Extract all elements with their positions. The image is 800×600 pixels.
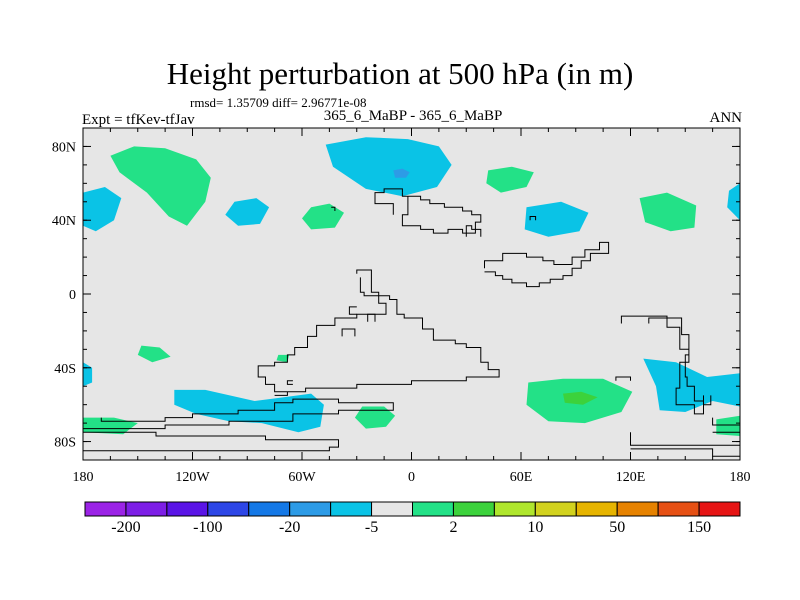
y-tick-label: 0 <box>69 288 76 303</box>
y-tick-label: 80N <box>52 140 76 155</box>
coastline-9 <box>83 431 339 452</box>
x-tick-label: 180 <box>73 470 94 485</box>
colorbar-label: -5 <box>365 519 378 536</box>
anomaly-region-7 <box>486 166 534 193</box>
colorbar-label: 10 <box>527 519 543 536</box>
colorbar-swatch <box>166 501 209 517</box>
colorbar-label: -200 <box>111 519 140 536</box>
colorbar-swatch <box>207 501 250 517</box>
coastline-2 <box>257 269 500 393</box>
x-tick-label: 120W <box>175 470 210 485</box>
coastline-16 <box>630 432 740 457</box>
anomaly-region-9 <box>639 192 697 232</box>
map-plot: 180 120W 60W 0 60E 120E 180 80N 40N 0 40S 80S <box>52 127 751 485</box>
coastline-21 <box>331 206 336 211</box>
y-tick-label: 40N <box>52 214 76 229</box>
anomaly-region-16 <box>354 406 396 429</box>
anomaly-region-19 <box>643 358 740 412</box>
anomaly-region-10 <box>727 183 740 221</box>
colorbar-swatch <box>289 501 332 517</box>
anomaly-region-12 <box>276 354 290 363</box>
anomaly-region-2 <box>83 187 122 232</box>
case-label: 365_6_MaBP - 365_6_MaBP <box>323 108 503 124</box>
colorbar-swatch <box>412 501 454 517</box>
colorbar-swatch <box>657 501 700 517</box>
x-tick-label: 60W <box>288 470 316 485</box>
colorbar-label: 150 <box>687 519 711 536</box>
coastline-6 <box>367 313 376 322</box>
coastline-3 <box>348 306 357 315</box>
coastline-5 <box>286 380 293 385</box>
y-tick-label: 80S <box>54 436 76 451</box>
colorbar-swatch <box>493 501 536 517</box>
stats-label: rmsd= 1.35709 diff= 2.96771e-08 <box>190 95 367 110</box>
season-label: ANN <box>709 110 743 126</box>
colorbar-label: -100 <box>193 519 222 536</box>
colorbar-swatch <box>125 501 168 517</box>
colorbar-swatch <box>330 501 373 517</box>
anomaly-region-4 <box>302 203 344 230</box>
colorbar: -200 -100 -20 -5 2 10 50 150 <box>84 501 741 536</box>
x-tick-label: 180 <box>730 470 751 485</box>
colorbar-label: -20 <box>279 519 300 536</box>
chart-title: Height perturbation at 500 hPa (in m) <box>166 56 634 91</box>
coastline-13 <box>465 225 482 237</box>
coastline-4 <box>341 328 356 337</box>
coastline-17 <box>615 376 631 381</box>
anomaly-region-3 <box>225 198 270 226</box>
colorbar-swatch <box>371 501 413 517</box>
anomaly-region-5 <box>325 137 452 197</box>
x-tick-label: 60E <box>510 470 533 485</box>
anomaly-region-18 <box>563 391 598 405</box>
coastline-18 <box>703 395 712 406</box>
colorbar-swatch <box>616 501 659 517</box>
coastline-20 <box>529 216 537 221</box>
colorbar-label: 50 <box>609 519 625 536</box>
coastline-12 <box>484 241 610 288</box>
coastline-19 <box>374 188 403 215</box>
anomaly-region-1 <box>110 146 211 226</box>
x-tick-label: 0 <box>408 470 415 485</box>
anomaly-region-6 <box>393 168 410 178</box>
coastline-8 <box>83 398 394 430</box>
colorbar-swatch <box>452 501 495 517</box>
x-tick-label: 120E <box>616 470 646 485</box>
y-tick-label: 40S <box>54 362 76 377</box>
anomaly-region-8 <box>524 201 589 237</box>
colorbar-swatch <box>698 501 741 517</box>
coastline-14 <box>620 315 704 415</box>
coastline-7 <box>274 391 288 396</box>
anomaly-region-20 <box>716 415 740 436</box>
experiment-label: Expt = tfKev-tfJav <box>82 112 195 128</box>
coastline-15 <box>712 417 740 433</box>
colorbar-swatch <box>534 501 577 517</box>
colorbar-label: 2 <box>449 519 457 536</box>
colorbar-swatch <box>248 501 291 517</box>
coastline-1 <box>401 192 482 234</box>
anomaly-region-11 <box>137 345 171 363</box>
colorbar-swatch <box>84 501 127 517</box>
colorbar-swatch <box>575 501 618 517</box>
